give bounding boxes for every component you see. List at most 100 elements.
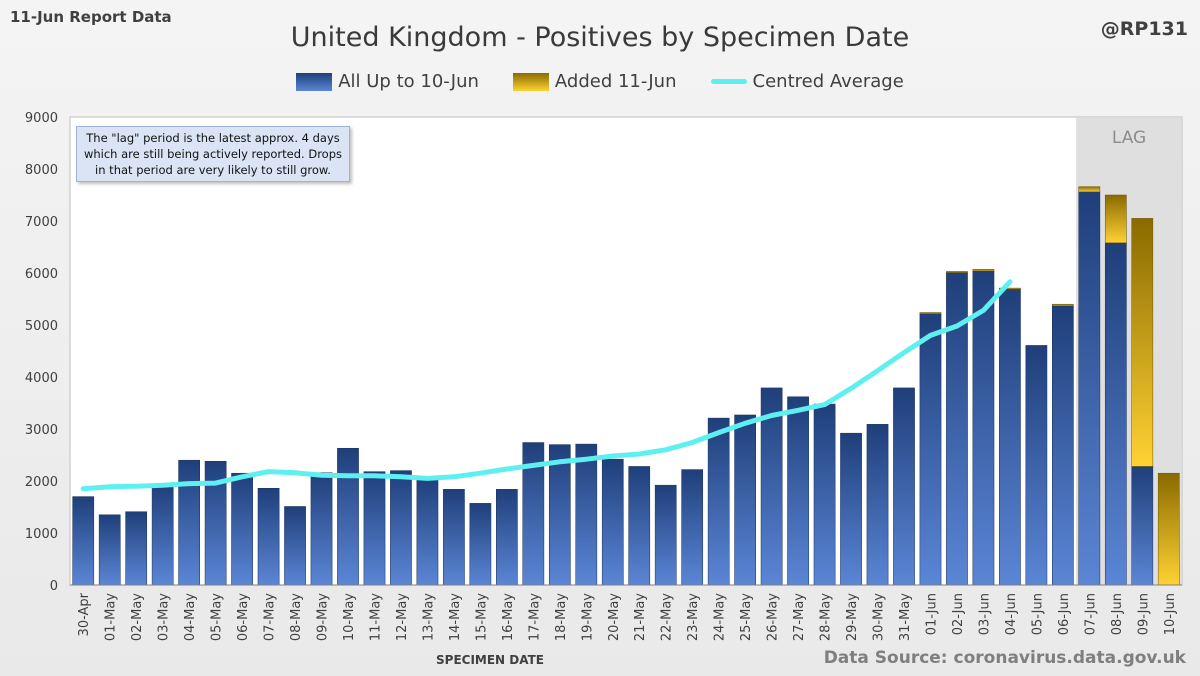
x-tick-label: 07-May xyxy=(263,593,278,641)
bar-base xyxy=(1078,191,1101,586)
x-tick-label: 31-May xyxy=(898,593,913,641)
bar-added xyxy=(972,269,995,272)
y-tick-label: 5000 xyxy=(25,319,58,334)
bar-base xyxy=(443,489,465,586)
bar-added xyxy=(1078,186,1101,193)
x-tick-label: 06-May xyxy=(236,593,251,641)
x-tick-label: 09-May xyxy=(316,593,331,641)
x-tick-label: 26-May xyxy=(766,593,781,641)
bar-base xyxy=(548,444,571,586)
bar-base xyxy=(999,288,1021,586)
x-tick-label: 04-May xyxy=(183,593,198,641)
bar-base xyxy=(1131,466,1154,586)
x-axis-label: SPECIMEN DATE xyxy=(436,653,544,667)
average-line xyxy=(80,279,1013,492)
legend-item-base: All Up to 10-Jun xyxy=(296,71,479,92)
x-tick-label: 04-Jun xyxy=(1004,593,1019,635)
lag-note: The "lag" period is the latest approx. 4… xyxy=(76,126,350,182)
x-tick-label: 29-May xyxy=(845,593,860,641)
bar-base xyxy=(681,469,704,586)
bar-base xyxy=(257,488,280,586)
x-tick-label: 24-May xyxy=(713,593,728,641)
bar-base xyxy=(337,447,359,586)
bar-base xyxy=(707,417,730,586)
y-tick-label: 9000 xyxy=(25,111,58,126)
bar-added xyxy=(1157,472,1180,586)
bar-base xyxy=(496,489,518,586)
y-tick-label: 4000 xyxy=(25,371,58,386)
legend-swatch-base xyxy=(296,72,333,91)
bar-base xyxy=(284,506,306,586)
x-tick-label: 28-May xyxy=(819,593,834,641)
plot-area xyxy=(69,116,1183,586)
bar-base xyxy=(1025,345,1048,586)
y-tick-label: 6000 xyxy=(25,267,58,282)
x-tick-label: 30-May xyxy=(872,593,887,641)
bar-base xyxy=(151,483,174,586)
x-tick-label: 15-May xyxy=(474,593,489,641)
x-tick-label: 17-May xyxy=(527,593,542,641)
x-tick-label: 03-May xyxy=(157,593,172,641)
x-tick-label: 13-May xyxy=(421,593,436,641)
x-tick-label: 05-Jun xyxy=(1030,593,1045,635)
bar-base xyxy=(125,511,148,586)
bar-base xyxy=(178,459,200,586)
x-tick-label: 08-Jun xyxy=(1110,593,1125,635)
y-tick-label: 2000 xyxy=(25,475,58,490)
x-tick-label: 27-May xyxy=(792,593,807,641)
y-tick-label: 1000 xyxy=(25,527,58,542)
bar-base xyxy=(601,458,624,586)
x-tick-label: 08-May xyxy=(289,593,304,641)
x-tick-label: 10-May xyxy=(342,593,357,641)
legend-label-base: All Up to 10-Jun xyxy=(338,71,479,92)
x-tick-label: 30-Apr xyxy=(77,592,92,636)
bar-base xyxy=(654,484,677,586)
x-tick-label: 05-May xyxy=(210,593,225,641)
bar-added xyxy=(999,287,1021,290)
legend-item-added: Added 11-Jun xyxy=(512,71,677,92)
x-tick-label: 20-May xyxy=(607,593,622,641)
bar-base xyxy=(734,414,756,586)
x-tick-label: 09-Jun xyxy=(1136,593,1151,635)
bar-added xyxy=(919,312,942,314)
bar-added xyxy=(946,271,968,273)
legend-label-average: Centred Average xyxy=(752,71,904,92)
legend-item-average: Centred Average xyxy=(710,71,904,92)
bar-base xyxy=(469,503,492,586)
bar-added xyxy=(1104,194,1127,244)
bar-base xyxy=(363,471,386,586)
bar-base xyxy=(893,387,915,586)
bar-added xyxy=(1052,303,1074,307)
report-label: 11-Jun Report Data xyxy=(10,8,172,26)
x-tick-label: 18-May xyxy=(554,593,569,641)
legend: All Up to 10-Jun Added 11-Jun Centred Av… xyxy=(0,71,1200,92)
x-tick-label: 02-May xyxy=(130,593,145,641)
x-tick-label: 02-Jun xyxy=(951,593,966,635)
author-handle: @RP131 xyxy=(1100,18,1188,40)
x-tick-label: 10-Jun xyxy=(1163,593,1178,635)
bar-base xyxy=(1052,305,1074,586)
data-source: Data Source: coronavirus.data.gov.uk xyxy=(823,648,1186,668)
x-tick-label: 07-Jun xyxy=(1083,593,1098,635)
x-tick-label: 25-May xyxy=(739,593,754,641)
x-tick-label: 12-May xyxy=(395,593,410,641)
bar-base xyxy=(98,514,121,586)
x-tick-label: 01-May xyxy=(104,593,119,641)
x-tick-label: 19-May xyxy=(580,593,595,641)
bar-base xyxy=(1104,242,1127,586)
lag-label: LAG xyxy=(1112,128,1146,148)
y-tick-label: 7000 xyxy=(25,215,58,230)
x-tick-label: 23-May xyxy=(686,593,701,641)
bar-base xyxy=(575,443,598,586)
x-tick-label: 11-May xyxy=(368,593,383,641)
x-tick-label: 06-Jun xyxy=(1057,593,1072,635)
bar-base xyxy=(628,466,651,586)
y-tick-label: 3000 xyxy=(25,423,58,438)
bar-base xyxy=(866,424,889,586)
x-tick-label: 14-May xyxy=(448,593,463,641)
chart-title: United Kingdom - Positives by Specimen D… xyxy=(290,22,910,53)
x-tick-label: 22-May xyxy=(660,593,675,641)
y-tick-label: 0 xyxy=(50,579,58,594)
x-tick-label: 03-Jun xyxy=(977,593,992,635)
